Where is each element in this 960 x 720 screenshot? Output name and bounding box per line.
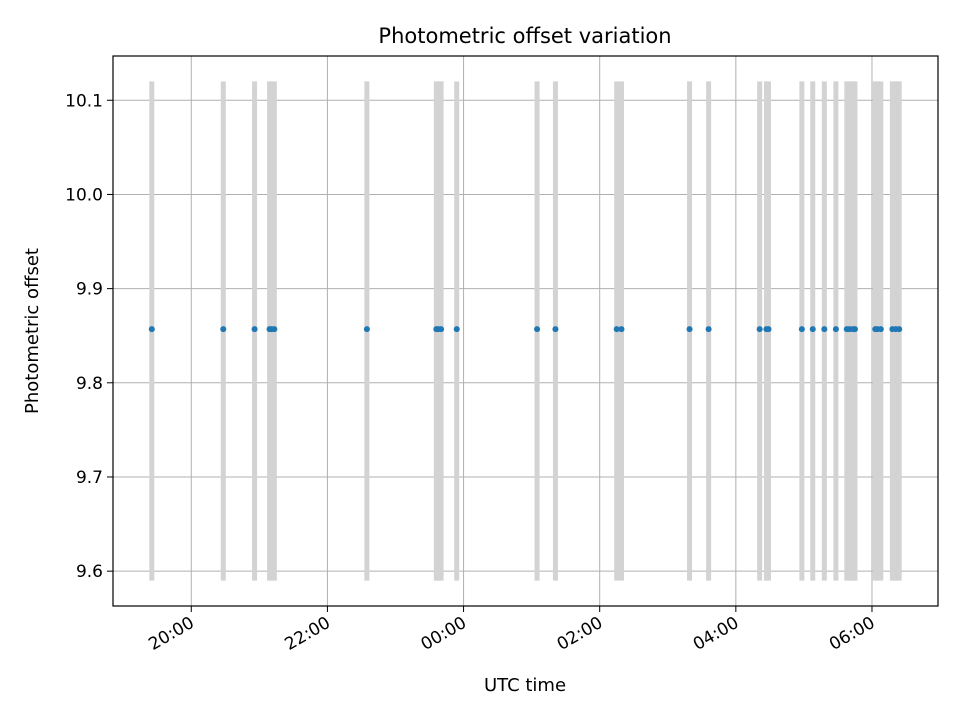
x-axis-label: UTC time [484,675,566,696]
data-point [686,326,693,333]
data-point [821,326,828,333]
data-point [809,326,816,333]
y-tick-label: 9.7 [76,468,103,488]
data-point [148,326,155,333]
y-tick-label: 9.6 [76,562,103,582]
data-point [220,326,227,333]
data-point [534,326,541,333]
data-point [765,326,772,333]
data-point [271,326,278,333]
chart-title: Photometric offset variation [378,24,671,48]
x-tick-label: 20:00 [145,613,197,655]
x-tick-label: 22:00 [281,613,333,655]
data-point [438,326,445,333]
data-point [877,326,884,333]
data-point [453,326,460,333]
x-tick-label: 06:00 [826,613,878,655]
plot-frame [112,55,939,607]
y-tick-label: 10.1 [65,91,103,111]
y-axis-label: Photometric offset [22,248,43,414]
data-point [705,326,712,333]
y-axis: 9.6 9.7 9.8 9.9 10.0 10.1 [65,91,113,582]
data-points [148,326,903,333]
x-tick-label: 02:00 [554,613,606,655]
data-point [798,326,805,333]
error-bars [149,81,902,581]
y-tick-label: 9.8 [76,374,103,394]
data-point [363,326,370,333]
y-tick-label: 10.0 [65,185,103,205]
x-axis: 20:00 22:00 00:00 02:00 04:00 06:00 [145,606,878,655]
data-point [251,326,258,333]
data-point [832,326,839,333]
data-point [618,326,625,333]
data-point [613,326,620,333]
data-point [896,326,903,333]
data-point [552,326,559,333]
x-tick-label: 00:00 [418,613,470,655]
x-tick-label: 04:00 [690,613,742,655]
data-point [756,326,763,333]
data-point [851,326,858,333]
y-tick-label: 9.9 [76,280,103,300]
